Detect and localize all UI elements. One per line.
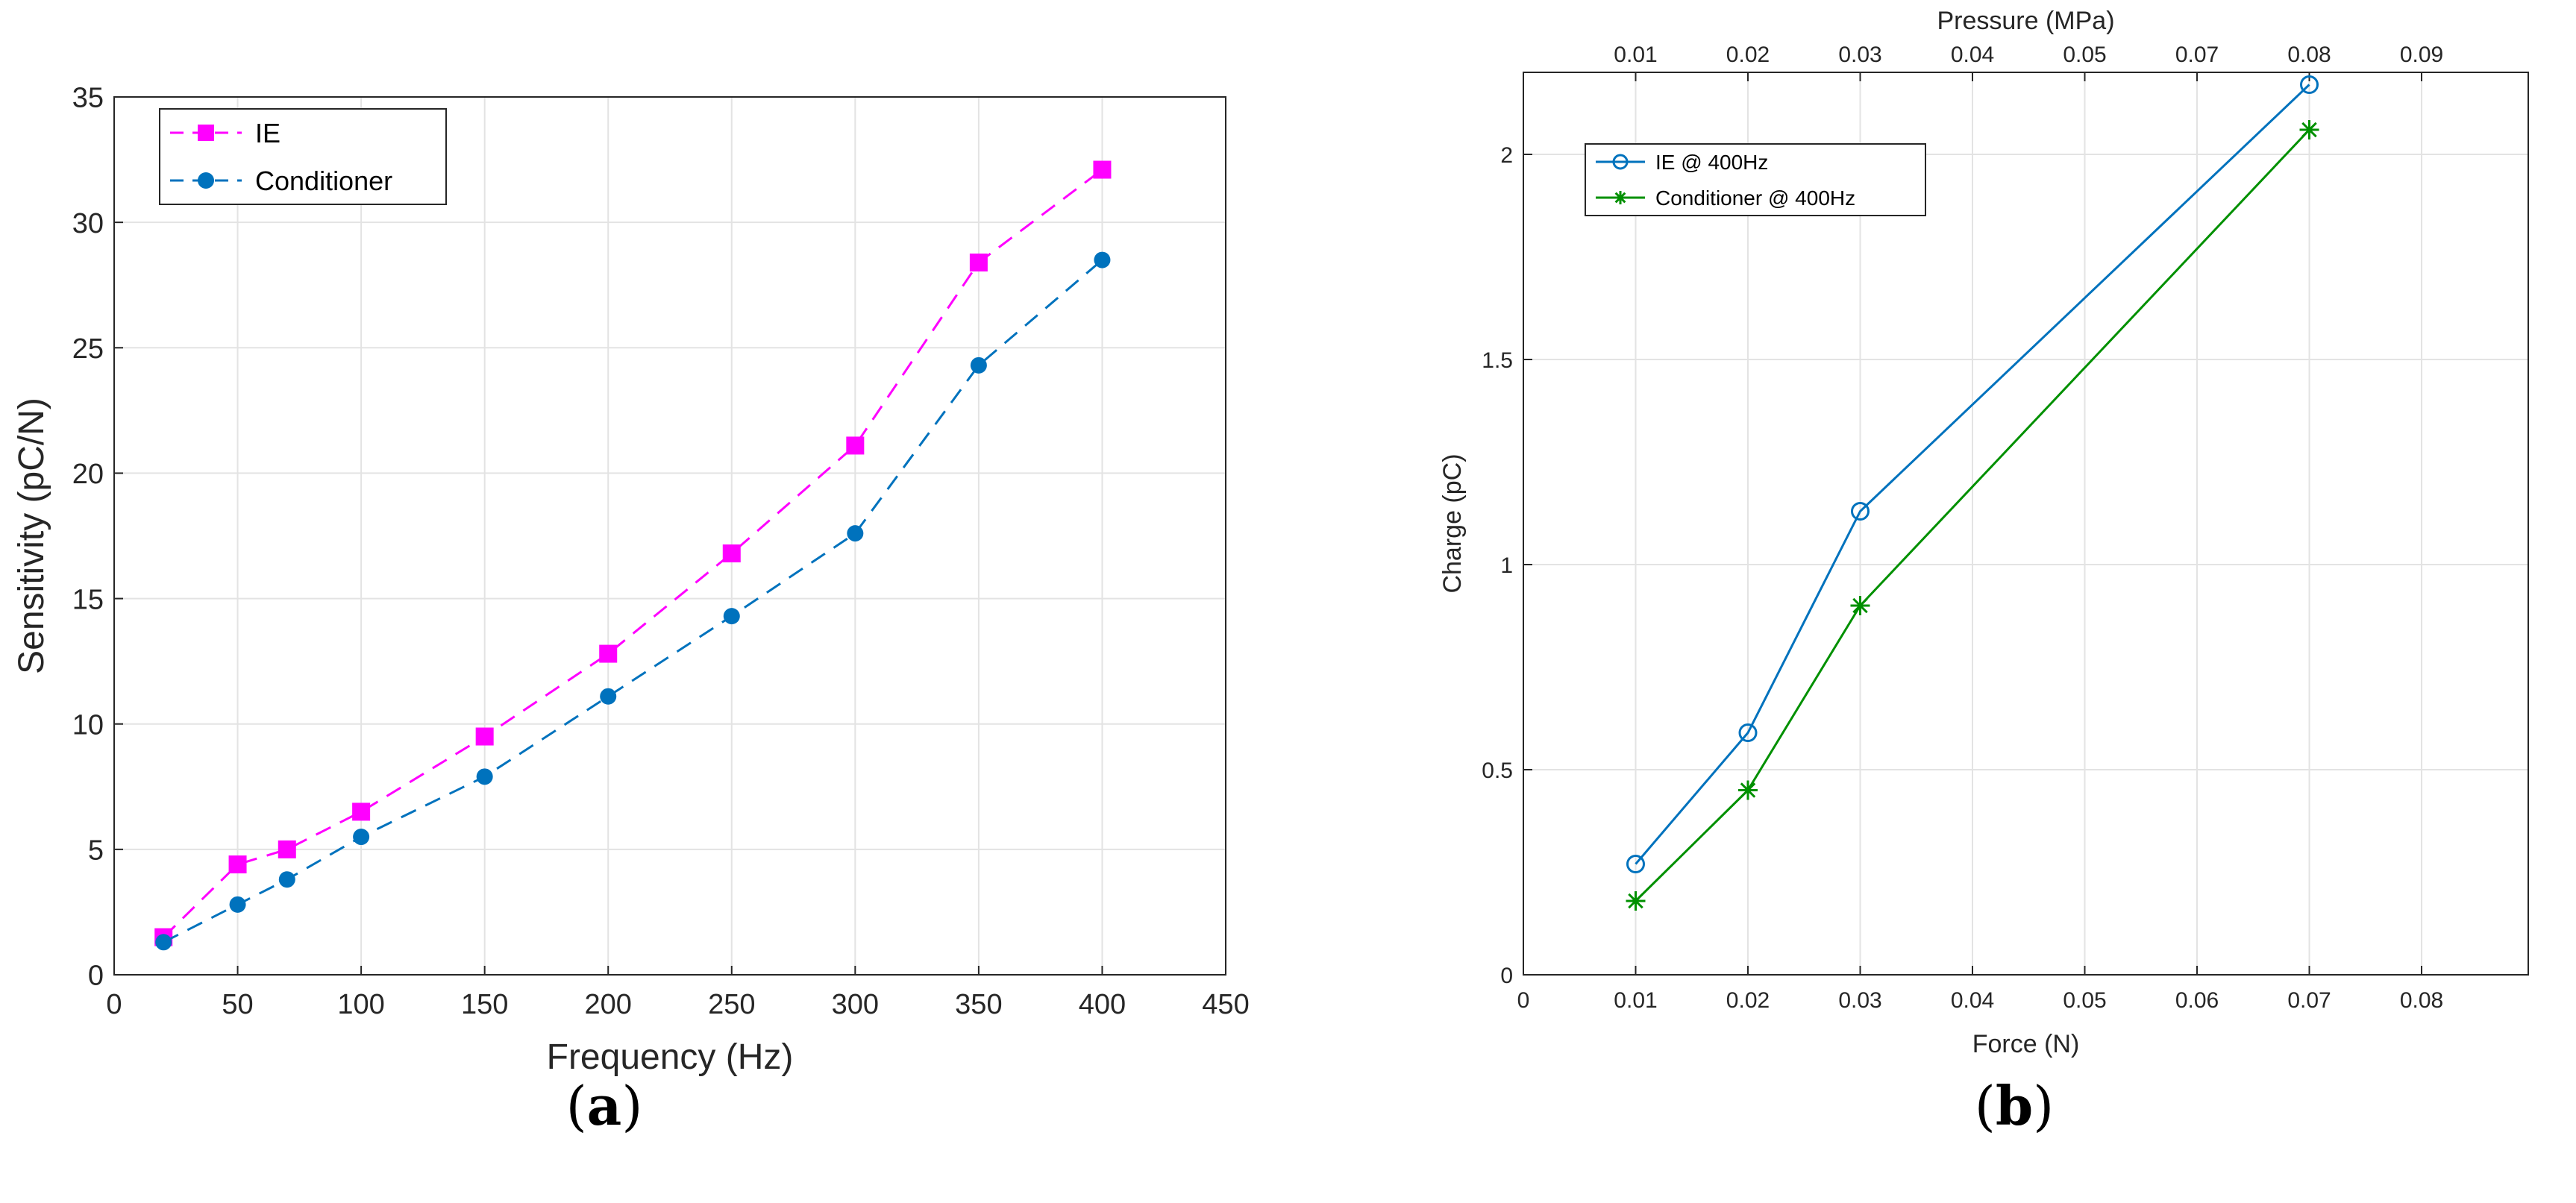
chart1-plot-area (114, 97, 1226, 975)
panel-label-a: (a) (565, 1074, 643, 1137)
chart1-series-2-point (1094, 251, 1111, 268)
chart1-legend-marker-2 (198, 172, 214, 189)
chart1-y-tick-label: 5 (88, 835, 104, 867)
chart1-series-2-line (163, 259, 1103, 943)
chart1-series-1-point (722, 544, 741, 563)
chart2-x-tick-label: 0.04 (1951, 988, 1994, 1013)
chart2-x-axis-label: Force (N) (1972, 1030, 2080, 1058)
chart1-series-2-point (600, 688, 617, 705)
chart1-series-1-point (352, 802, 371, 821)
chart1-x-tick-label: 50 (222, 989, 253, 1020)
chart2-series-1-point (1738, 723, 1758, 742)
chart1-series-2-point (278, 871, 295, 888)
chart1-y-tick-label: 25 (72, 333, 104, 365)
chart1-legend-label-1: IE (255, 118, 281, 148)
chart1-axes-box (113, 96, 1226, 976)
chart2-top-x-tick-label: 0.09 (2400, 43, 2443, 67)
chart1-series-2-point (723, 608, 740, 625)
chart2-x-tick-label: 0.01 (1614, 988, 1657, 1013)
chart1-y-tick-label: 10 (72, 709, 104, 741)
chart1-x-tick-label: 300 (832, 989, 879, 1020)
chart1-y-tick-label: 20 (72, 459, 104, 490)
chart2-series-2-point (2299, 120, 2319, 139)
chart2-x-tick-label: 0.08 (2400, 988, 2443, 1013)
chart1-legend-label-2: Conditioner (255, 166, 392, 196)
chart2-top-x-tick-label: 0.05 (2063, 43, 2106, 67)
chart1-x-tick-label: 400 (1079, 989, 1126, 1020)
chart1-series-1-line (163, 169, 1103, 938)
chart2-x-tick-label: 0.06 (2175, 988, 2219, 1013)
chart2-top-x-axis-label: Pressure (MPa) (1937, 7, 2114, 35)
panel-label-b: (b) (1974, 1074, 2055, 1137)
chart2-x-tick-label: 0 (1517, 988, 1530, 1013)
chart1-y-tick-label: 0 (88, 961, 104, 992)
chart1-y-tick-label: 35 (72, 83, 104, 114)
chart2-series-2-point (1626, 891, 1646, 911)
chart2-legend-marker-2 (1614, 191, 1627, 204)
chart2-y-tick-label: 2 (1500, 143, 1513, 168)
chart2-series-2-point (1850, 596, 1870, 615)
chart1-series-2-point (353, 829, 370, 846)
chart2-series-1-line (1635, 84, 2310, 865)
chart2-top-x-tick-label: 0.08 (2287, 43, 2331, 67)
chart1-x-tick-label: 100 (337, 989, 384, 1020)
chart1-y-axis-label: Sensitivity (pC/N) (12, 398, 51, 674)
chart2-axes-box (1523, 72, 2529, 976)
chart1-series-1-point (228, 855, 247, 874)
chart1-x-tick-label: 250 (708, 989, 755, 1020)
chart2-y-tick-label: 1 (1500, 553, 1513, 578)
chart1-x-tick-label: 150 (461, 989, 508, 1020)
chart2-x-tick-label: 0.07 (2287, 988, 2331, 1013)
chart2-top-x-tick-label: 0.01 (1614, 43, 1657, 67)
chart2-legend-label-1: IE @ 400Hz (1655, 151, 1768, 174)
chart2-series-2-point (1738, 780, 1758, 800)
chart2-legend-box (1585, 143, 1926, 216)
chart1-x-tick-label: 450 (1202, 989, 1249, 1020)
chart1-x-tick-label: 0 (106, 989, 122, 1020)
chart1-series-2-point (155, 934, 172, 951)
chart2-series-2-line (1635, 128, 2310, 902)
chart1-y-tick-label: 30 (72, 208, 104, 239)
chart2-top-x-tick-label: 0.07 (2175, 43, 2219, 67)
chart1-series-2-point (229, 896, 246, 913)
chart1-x-axis-label: Frequency (Hz) (547, 1037, 794, 1077)
chart1-series-2-point (847, 525, 864, 542)
chart2-x-tick-label: 0.02 (1726, 988, 1770, 1013)
chart2-top-x-tick-label: 0.02 (1726, 43, 1770, 67)
chart1-series-1-point (969, 253, 988, 271)
chart2-x-tick-label: 0.03 (1838, 988, 1881, 1013)
chart2-x-tick-label: 0.05 (2063, 988, 2106, 1013)
chart1-series-1-point (1093, 160, 1112, 179)
chart2-y-axis-label: Charge (pC) (1438, 453, 1467, 593)
chart2-top-x-tick-label: 0.04 (1951, 43, 1994, 67)
chart1-series-1-point (599, 644, 618, 663)
chart2-legend-label-2: Conditioner @ 400Hz (1655, 186, 1855, 210)
chart1-legend-marker-1 (198, 125, 214, 141)
chart1-series-1-point (278, 840, 296, 858)
chart2-series-1-point (2300, 75, 2319, 94)
chart1-series-2-point (970, 356, 987, 374)
chart1-series-1-point (475, 727, 494, 746)
chart2-series-1-point (1626, 855, 1646, 873)
chart2-top-x-tick-label: 0.03 (1838, 43, 1881, 67)
chart2-series-1-point (1851, 502, 1870, 521)
chart2-y-tick-label: 0 (1500, 964, 1513, 988)
chart2-y-tick-label: 1.5 (1482, 348, 1513, 373)
chart1-series-1-point (846, 436, 865, 455)
chart1-y-tick-label: 15 (72, 584, 104, 615)
chart1-x-tick-label: 200 (585, 989, 632, 1020)
chart2-plot-area (1523, 72, 2528, 975)
chart1-series-2-point (476, 768, 493, 785)
chart1-x-tick-label: 350 (955, 989, 1002, 1020)
chart2-y-tick-label: 0.5 (1482, 758, 1513, 783)
chart2-legend-marker-1 (1612, 154, 1629, 170)
